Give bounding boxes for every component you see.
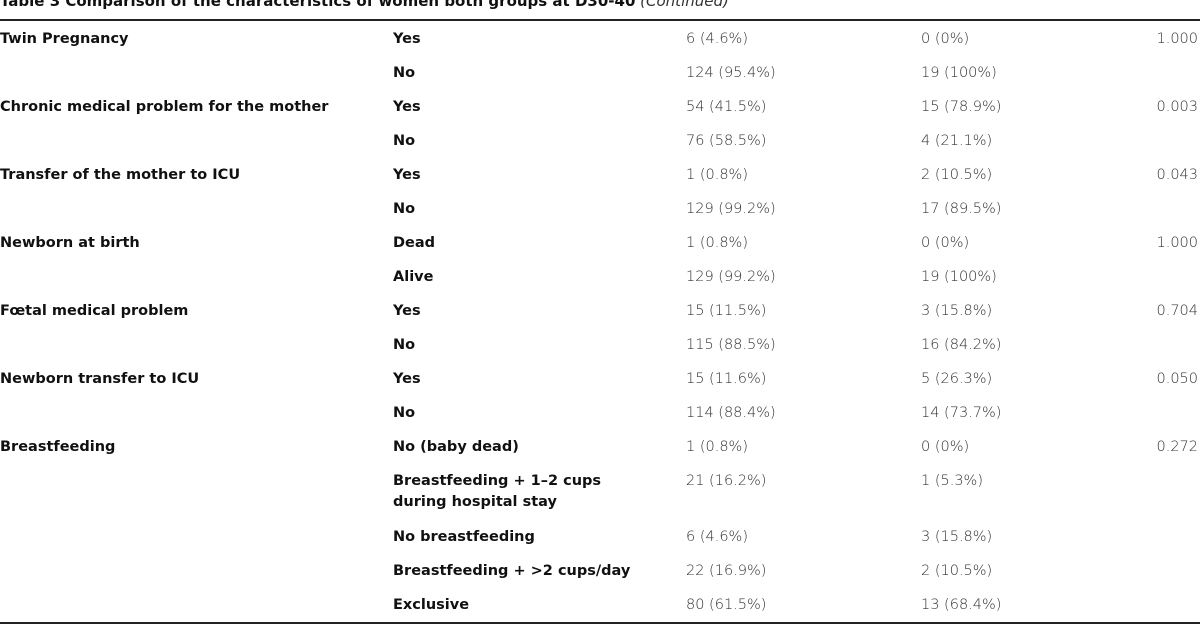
- group1-value: 6 (4.6%): [686, 529, 748, 545]
- p-value: 1.000: [1156, 235, 1198, 251]
- group2-value: 2 (10.5%): [921, 167, 993, 183]
- group1-value: 124 (95.4%): [686, 65, 776, 81]
- group-label: Newborn transfer to ICU: [0, 371, 200, 387]
- level-label: Yes: [393, 99, 421, 115]
- level-label: Yes: [393, 303, 421, 319]
- title-note: (Continued): [640, 0, 729, 10]
- p-value: 1.000: [1156, 31, 1198, 47]
- group2-value: 5 (26.3%): [921, 371, 993, 387]
- bottom-rule: [0, 622, 1200, 624]
- group2-value: 19 (100%): [921, 269, 997, 285]
- group2-value: 0 (0%): [921, 235, 970, 251]
- group1-value: 114 (88.4%): [686, 405, 776, 421]
- level-label: Yes: [393, 31, 421, 47]
- level-label: No: [393, 133, 416, 149]
- group-label: Newborn at birth: [0, 235, 140, 251]
- p-value: 0.003: [1156, 99, 1198, 115]
- level-label: Breastfeeding + 1–2 cups: [393, 473, 602, 489]
- group1-value: 115 (88.5%): [686, 337, 776, 353]
- group2-value: 1 (5.3%): [921, 473, 983, 489]
- group1-value: 129 (99.2%): [686, 269, 776, 285]
- group1-value: 22 (16.9%): [686, 563, 767, 579]
- group2-value: 19 (100%): [921, 65, 997, 81]
- group2-value: 3 (15.8%): [921, 303, 993, 319]
- group-label: Chronic medical problem for the mother: [0, 99, 329, 115]
- group1-value: 6 (4.6%): [686, 31, 748, 47]
- group1-value: 15 (11.5%): [686, 303, 767, 319]
- group-label: Fœtal medical problem: [0, 303, 189, 319]
- table-title: Table 3 Comparison of the characteristic…: [0, 0, 729, 11]
- group2-value: 17 (89.5%): [921, 201, 1002, 217]
- top-rule: [0, 19, 1200, 21]
- level-label: Dead: [393, 235, 436, 251]
- level-label: No (baby dead): [393, 439, 519, 455]
- group2-value: 13 (68.4%): [921, 597, 1002, 613]
- level-label: No: [393, 65, 416, 81]
- group1-value: 76 (58.5%): [686, 133, 767, 149]
- title-text: Table 3 Comparison of the characteristic…: [0, 0, 636, 10]
- p-value: 0.043: [1156, 167, 1198, 183]
- group2-value: 14 (73.7%): [921, 405, 1002, 421]
- level-label: during hospital stay: [393, 494, 557, 510]
- level-label: Exclusive: [393, 597, 470, 613]
- group2-value: 0 (0%): [921, 31, 970, 47]
- group2-value: 15 (78.9%): [921, 99, 1002, 115]
- level-label: No: [393, 201, 416, 217]
- group1-value: 80 (61.5%): [686, 597, 767, 613]
- p-value: 0.704: [1156, 303, 1198, 319]
- p-value: 0.050: [1156, 371, 1198, 387]
- group1-value: 15 (11.6%): [686, 371, 767, 387]
- group-label: Breastfeeding: [0, 439, 116, 455]
- level-label: No breastfeeding: [393, 529, 535, 545]
- group2-value: 3 (15.8%): [921, 529, 993, 545]
- level-label: No: [393, 337, 416, 353]
- group1-value: 54 (41.5%): [686, 99, 767, 115]
- group2-value: 4 (21.1%): [921, 133, 993, 149]
- group1-value: 21 (16.2%): [686, 473, 767, 489]
- group1-value: 1 (0.8%): [686, 167, 748, 183]
- group1-value: 1 (0.8%): [686, 439, 748, 455]
- level-label: Breastfeeding + >2 cups/day: [393, 563, 631, 579]
- group-label: Transfer of the mother to ICU: [0, 167, 241, 183]
- p-value: 0.272: [1156, 439, 1198, 455]
- group1-value: 129 (99.2%): [686, 201, 776, 217]
- level-label: Yes: [393, 167, 421, 183]
- group2-value: 16 (84.2%): [921, 337, 1002, 353]
- group2-value: 2 (10.5%): [921, 563, 993, 579]
- group2-value: 0 (0%): [921, 439, 970, 455]
- group1-value: 1 (0.8%): [686, 235, 748, 251]
- level-label: Yes: [393, 371, 421, 387]
- level-label: Alive: [393, 269, 434, 285]
- group-label: Twin Pregnancy: [0, 31, 129, 47]
- level-label: No: [393, 405, 416, 421]
